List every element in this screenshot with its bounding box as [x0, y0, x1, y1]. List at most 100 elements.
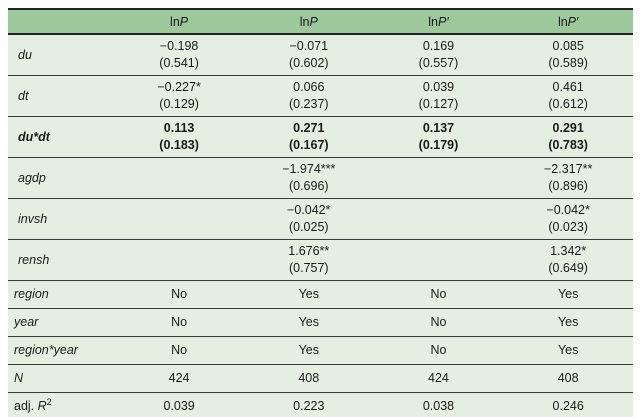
- coef-cell: 0.113 (0.183): [114, 116, 244, 158]
- table-row-rensh: rensh 1.676** (0.757) 1.342* (0.649): [8, 239, 633, 281]
- coefficient: −0.042*: [546, 203, 590, 217]
- table-row-year: year No Yes No Yes: [8, 308, 633, 337]
- std-error: (0.129): [159, 97, 199, 111]
- value-cell: No: [114, 308, 244, 337]
- value-cell: 408: [243, 364, 374, 393]
- header-text: ln: [299, 15, 310, 29]
- coef-cell: [114, 239, 244, 281]
- regression-table-container: lnP lnP lnP′ lnP′ du −0.198 (0.541) −0.07…: [8, 8, 633, 417]
- table-row-region: region No Yes No Yes: [8, 280, 633, 309]
- std-error: (0.237): [288, 97, 329, 111]
- value-cell: 424: [114, 364, 244, 393]
- std-error: (0.696): [288, 179, 329, 193]
- header-text: ln: [170, 15, 180, 29]
- header-var: P: [179, 15, 189, 29]
- coef-cell: [373, 239, 504, 281]
- value-cell: Yes: [243, 280, 374, 309]
- std-error: (0.602): [288, 56, 329, 70]
- coefficient: −2.317**: [544, 162, 593, 176]
- std-error: (0.183): [159, 138, 199, 152]
- row-label: rensh: [8, 239, 115, 281]
- coef-cell: 1.342* (0.649): [503, 239, 633, 281]
- table-row-region-year: region*year No Yes No Yes: [8, 336, 633, 365]
- std-error: (0.023): [548, 220, 588, 234]
- header-var: P: [567, 15, 577, 29]
- std-error: (0.896): [548, 179, 588, 193]
- column-header-lnp-2: lnP: [243, 8, 374, 35]
- table-row-du-dt-interaction: du*dt 0.113 (0.183) 0.271 (0.167) 0.137 (0.…: [8, 116, 633, 158]
- coef-cell: [114, 198, 244, 240]
- coef-cell: 0.039 (0.127): [373, 75, 504, 117]
- value-cell: Yes: [243, 336, 374, 365]
- coef-cell: [373, 198, 504, 240]
- coef-cell: −0.227* (0.129): [114, 75, 244, 117]
- value-cell: No: [373, 280, 504, 309]
- coef-cell: [114, 157, 244, 199]
- coefficient: 0.039: [422, 80, 455, 94]
- column-header-lnp-prime-1: lnP′: [373, 8, 504, 35]
- table-row-n-observations: N 424 408 424 408: [8, 364, 633, 393]
- std-error: (0.557): [418, 56, 459, 70]
- coef-cell: 0.169 (0.557): [373, 34, 504, 76]
- header-prime: ′: [446, 15, 449, 29]
- coefficient: −0.227*: [157, 80, 201, 94]
- coef-cell: −2.317** (0.896): [503, 157, 633, 199]
- value-cell: 0.038: [373, 392, 504, 417]
- coefficient: 1.342*: [550, 244, 587, 258]
- value-cell: No: [114, 336, 244, 365]
- header-var: P: [309, 15, 318, 29]
- coefficient: 0.066: [293, 80, 325, 94]
- coef-cell: 0.271 (0.167): [243, 116, 374, 158]
- row-label: du: [8, 34, 115, 76]
- header-var: P: [437, 15, 447, 29]
- std-error: (0.589): [548, 56, 588, 70]
- coef-cell: −0.198 (0.541): [114, 34, 244, 76]
- value-cell: 0.223: [243, 392, 374, 417]
- coef-cell: 0.291 (0.783): [503, 116, 633, 158]
- row-label: region*year: [8, 336, 115, 365]
- std-error: (0.179): [418, 138, 459, 152]
- coefficient: 1.676**: [288, 244, 330, 258]
- coef-cell: −0.042* (0.025): [243, 198, 374, 240]
- value-cell: No: [114, 280, 244, 309]
- coefficient: 0.085: [552, 39, 584, 53]
- coefficient: −0.198: [159, 39, 199, 53]
- coef-cell: 0.461 (0.612): [503, 75, 633, 117]
- value-cell: 408: [503, 364, 633, 393]
- value-cell: Yes: [243, 308, 374, 337]
- adj-label-var: R: [37, 399, 47, 413]
- std-error: (0.541): [159, 56, 199, 70]
- value-cell: 0.246: [503, 392, 633, 417]
- adj-label-superscript: 2: [46, 396, 52, 407]
- row-label: du*dt: [8, 116, 115, 158]
- row-label: invsh: [8, 198, 115, 240]
- table-row-du: du −0.198 (0.541) −0.071 (0.602) 0.169 (0.5…: [8, 34, 633, 76]
- value-cell: 424: [373, 364, 504, 393]
- coefficient: −0.042*: [287, 203, 331, 217]
- coef-cell: 0.085 (0.589): [503, 34, 633, 76]
- header-prime: ′: [576, 15, 579, 29]
- column-header-lnp-1: lnP: [114, 8, 244, 35]
- row-label: year: [8, 308, 115, 337]
- value-cell: Yes: [503, 280, 633, 309]
- std-error: (0.783): [548, 138, 588, 152]
- value-cell: 0.039: [114, 392, 244, 417]
- header-row: lnP lnP lnP′ lnP′: [8, 8, 633, 35]
- coef-cell: 1.676** (0.757): [243, 239, 374, 281]
- std-error: (0.757): [288, 261, 329, 275]
- coef-cell: 0.066 (0.237): [243, 75, 374, 117]
- coefficient: 0.271: [293, 121, 325, 135]
- value-cell: No: [373, 308, 504, 337]
- coefficient: 0.137: [422, 121, 455, 135]
- coef-cell: [373, 157, 504, 199]
- coefficient: 0.291: [552, 121, 584, 135]
- row-label: adj. R2: [8, 392, 115, 417]
- std-error: (0.127): [418, 97, 459, 111]
- row-label: agdp: [8, 157, 115, 199]
- value-cell: Yes: [503, 336, 633, 365]
- adj-label-prefix: adj.: [14, 399, 38, 413]
- std-error: (0.612): [548, 97, 588, 111]
- coef-cell: 0.137 (0.179): [373, 116, 504, 158]
- table-row-agdp: agdp −1.974*** (0.696) −2.317** (0.896): [8, 157, 633, 199]
- coefficient: 0.461: [552, 80, 584, 94]
